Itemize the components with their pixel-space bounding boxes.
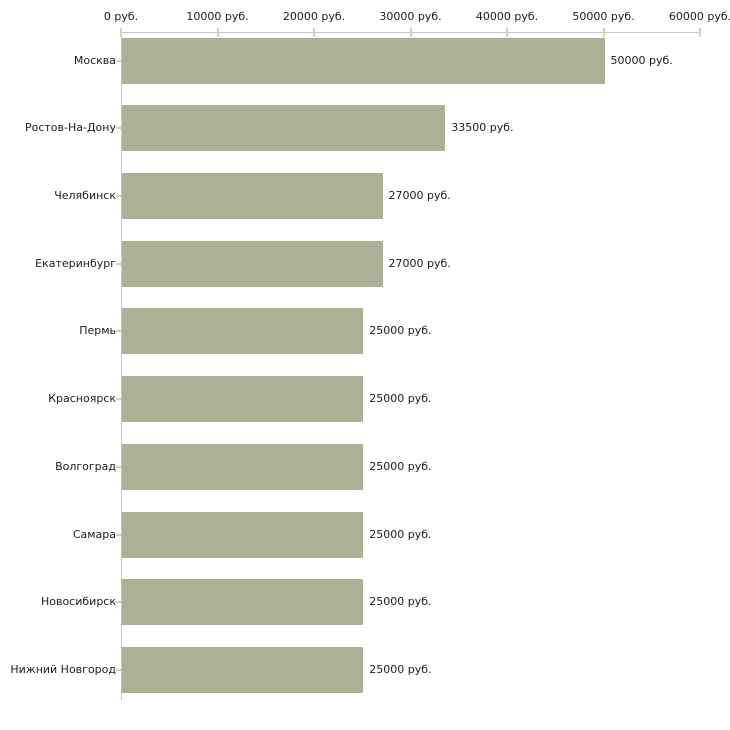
bar bbox=[122, 240, 383, 287]
value-label: 25000 руб. bbox=[369, 595, 432, 609]
category-label: Екатеринбург bbox=[35, 256, 116, 270]
bar bbox=[122, 579, 364, 626]
x-axis-tick-label: 20000 руб. bbox=[282, 10, 346, 23]
value-label: 27000 руб. bbox=[388, 189, 451, 202]
x-axis-tick bbox=[216, 28, 219, 37]
category-label: Красноярск bbox=[48, 392, 116, 406]
bar bbox=[122, 105, 446, 152]
x-axis-tick-label: 40000 руб. bbox=[475, 10, 539, 23]
bar bbox=[122, 376, 364, 423]
value-label: 50000 руб. bbox=[610, 53, 673, 67]
category-label: Ростов-На-Дону bbox=[24, 121, 116, 135]
value-label: 25000 руб. bbox=[369, 459, 432, 473]
x-axis-tick-label: 0 руб. bbox=[103, 10, 139, 23]
bar bbox=[122, 37, 605, 84]
value-label: 25000 руб. bbox=[369, 662, 432, 676]
bar bbox=[122, 443, 364, 490]
bar bbox=[122, 511, 364, 558]
category-tick bbox=[116, 398, 121, 401]
category-tick bbox=[116, 262, 121, 265]
x-axis-tick-label: 60000 руб. bbox=[668, 10, 730, 23]
value-label: 27000 руб. bbox=[388, 256, 451, 270]
category-label: Челябинск bbox=[54, 189, 116, 202]
category-label: Волгоград bbox=[55, 459, 116, 473]
x-axis-tick bbox=[602, 28, 605, 37]
x-axis-tick-label: 10000 руб. bbox=[186, 10, 249, 23]
category-tick bbox=[116, 465, 121, 468]
x-axis-tick bbox=[120, 28, 122, 37]
value-label: 25000 руб. bbox=[369, 324, 432, 338]
x-axis-tick-label: 50000 руб. bbox=[572, 10, 635, 23]
category-tick bbox=[116, 668, 121, 671]
category-tick bbox=[116, 533, 121, 536]
category-tick bbox=[116, 59, 121, 62]
x-axis-tick bbox=[506, 28, 508, 37]
category-tick bbox=[116, 330, 121, 333]
category-label: Пермь bbox=[79, 324, 116, 338]
category-tick bbox=[116, 127, 121, 130]
value-label: 25000 руб. bbox=[369, 392, 432, 406]
category-label: Нижний Новгород bbox=[10, 662, 116, 676]
value-label: 25000 руб. bbox=[369, 527, 432, 541]
x-axis-tick bbox=[409, 28, 412, 37]
category-label: Новосибирск bbox=[40, 595, 116, 609]
value-label: 33500 руб. bbox=[451, 121, 514, 135]
category-tick bbox=[116, 195, 121, 197]
bar bbox=[122, 308, 364, 355]
x-axis-tick bbox=[699, 28, 701, 37]
x-axis-tick-label: 30000 руб. bbox=[379, 10, 442, 23]
category-tick bbox=[116, 601, 121, 604]
bar bbox=[122, 173, 383, 219]
x-axis-tick bbox=[313, 28, 315, 37]
bar bbox=[122, 646, 364, 693]
y-axis-line bbox=[121, 32, 122, 700]
category-label: Москва bbox=[73, 53, 116, 67]
category-label: Самара bbox=[72, 527, 116, 541]
